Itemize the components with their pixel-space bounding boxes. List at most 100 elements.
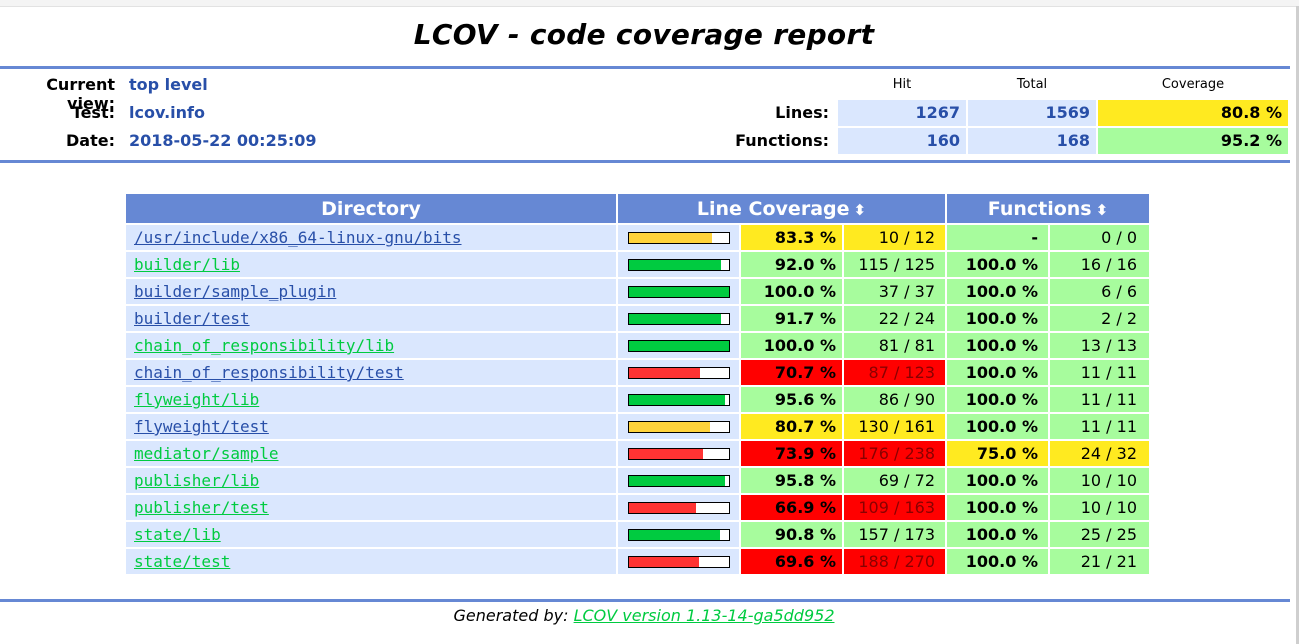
directory-link[interactable]: chain_of_responsibility/lib [134, 336, 395, 355]
current-view-value: top level [129, 75, 208, 94]
coverage-bar [628, 231, 730, 244]
coverage-bar-fill [629, 286, 729, 297]
browser-top-strip [0, 0, 1299, 7]
functions-header[interactable]: Functions ⬍ [947, 194, 1149, 223]
coverage-bar-fill [629, 502, 696, 513]
directory-cell: chain_of_responsibility/lib [126, 333, 616, 358]
coverage-bar-fill [629, 367, 700, 378]
table-row: state/lib 90.8 % 157 / 173 100.0 % 25 / 25 [126, 522, 1149, 547]
coverage-bar-fill [629, 475, 725, 486]
page-title: LCOV - code coverage report [413, 18, 875, 51]
line-coverage-percent: 95.6 % [741, 387, 842, 412]
directory-link[interactable]: /usr/include/x86_64-linux-gnu/bits [134, 228, 462, 247]
coverage-bar-cell [618, 333, 739, 358]
line-coverage-percent: 91.7 % [741, 306, 842, 331]
directory-link[interactable]: flyweight/test [134, 417, 269, 436]
table-row: mediator/sample 73.9 % 176 / 238 75.0 % 24 /… [126, 441, 1149, 466]
function-coverage-count: 25 / 25 [1050, 522, 1149, 547]
function-coverage-count: 11 / 11 [1050, 414, 1149, 439]
coverage-bar [628, 447, 730, 460]
directory-link[interactable]: state/test [134, 552, 231, 571]
function-coverage-count: 6 / 6 [1050, 279, 1149, 304]
functions-header-label: Functions [987, 197, 1092, 220]
function-coverage-percent: 75.0 % [947, 441, 1048, 466]
line-coverage-header[interactable]: Line Coverage ⬍ [618, 194, 945, 223]
summary-rule [0, 160, 1290, 163]
current-view-label: Current view: [46, 75, 115, 113]
directory-cell: /usr/include/x86_64-linux-gnu/bits [126, 225, 616, 250]
sort-icon[interactable]: ⬍ [853, 200, 867, 219]
coverage-table: Directory Line Coverage ⬍ Functions ⬍ /usr… [124, 192, 1151, 576]
coverage-bar-fill [629, 259, 721, 270]
coverage-bar [628, 312, 730, 325]
function-coverage-percent: 100.0 % [947, 279, 1048, 304]
directory-link[interactable]: state/lib [134, 525, 221, 544]
line-coverage-count: 87 / 123 [844, 360, 945, 385]
lcov-version-link[interactable]: LCOV version 1.13-14-ga5dd952 [573, 606, 835, 625]
summary-lines-total: 1569 [968, 100, 1096, 126]
directory-link[interactable]: mediator/sample [134, 444, 279, 463]
function-coverage-percent: 100.0 % [947, 414, 1048, 439]
directory-link[interactable]: builder/sample_plugin [134, 282, 337, 301]
directory-cell: publisher/lib [126, 468, 616, 493]
directory-header-label: Directory [321, 197, 421, 220]
directory-link[interactable]: publisher/test [134, 498, 269, 517]
coverage-bar-cell [618, 468, 739, 493]
directory-link[interactable]: chain_of_responsibility/test [134, 363, 404, 382]
directory-cell: builder/sample_plugin [126, 279, 616, 304]
coverage-bar-cell [618, 549, 739, 574]
line-coverage-count: 157 / 173 [844, 522, 945, 547]
coverage-bar-cell [618, 252, 739, 277]
line-coverage-percent: 66.9 % [741, 495, 842, 520]
summary-hit-header: Hit [892, 77, 912, 92]
directory-link[interactable]: builder/lib [134, 255, 240, 274]
coverage-bar-cell [618, 225, 739, 250]
line-coverage-count: 10 / 12 [844, 225, 945, 250]
directory-link[interactable]: publisher/lib [134, 471, 260, 490]
line-coverage-percent: 70.7 % [741, 360, 842, 385]
line-coverage-percent: 80.7 % [741, 414, 842, 439]
directory-link[interactable]: builder/test [134, 309, 250, 328]
function-coverage-count: 21 / 21 [1050, 549, 1149, 574]
function-coverage-percent: 100.0 % [947, 306, 1048, 331]
table-row: state/test 69.6 % 188 / 270 100.0 % 21 / 21 [126, 549, 1149, 574]
line-coverage-count: 81 / 81 [844, 333, 945, 358]
table-row: builder/lib 92.0 % 115 / 125 100.0 % 16 / 16 [126, 252, 1149, 277]
coverage-bar-cell [618, 360, 739, 385]
directory-cell: state/test [126, 549, 616, 574]
table-row: /usr/include/x86_64-linux-gnu/bits 83.3 %… [126, 225, 1149, 250]
directory-cell: publisher/test [126, 495, 616, 520]
function-coverage-percent: 100.0 % [947, 468, 1048, 493]
window-right-edge [1296, 6, 1299, 644]
function-coverage-count: 11 / 11 [1050, 360, 1149, 385]
top-rule [0, 66, 1290, 69]
summary-functions-total: 168 [968, 128, 1096, 154]
summary-lines-coverage: 80.8 % [1098, 100, 1288, 126]
coverage-bar-fill [629, 394, 725, 405]
summary-lines-hit: 1267 [838, 100, 966, 126]
coverage-bar-fill [629, 232, 712, 243]
directory-cell: flyweight/test [126, 414, 616, 439]
line-coverage-count: 86 / 90 [844, 387, 945, 412]
table-row: builder/test 91.7 % 22 / 24 100.0 % 2 / 2 [126, 306, 1149, 331]
coverage-bar-fill [629, 313, 721, 324]
function-coverage-count: 24 / 32 [1050, 441, 1149, 466]
function-coverage-count: 2 / 2 [1050, 306, 1149, 331]
table-row: chain_of_responsibility/test 70.7 % 87 / 1… [126, 360, 1149, 385]
line-coverage-percent: 100.0 % [741, 279, 842, 304]
coverage-bar [628, 339, 730, 352]
directory-cell: state/lib [126, 522, 616, 547]
function-coverage-count: 10 / 10 [1050, 468, 1149, 493]
sort-icon[interactable]: ⬍ [1095, 200, 1109, 219]
directory-cell: builder/test [126, 306, 616, 331]
coverage-bar-cell [618, 387, 739, 412]
summary-functions-hit: 160 [838, 128, 966, 154]
line-coverage-count: 69 / 72 [844, 468, 945, 493]
table-row: flyweight/test 80.7 % 130 / 161 100.0 % 11 /… [126, 414, 1149, 439]
footer: Generated by: LCOV version 1.13-14-ga5dd… [0, 606, 1288, 625]
function-coverage-percent: 100.0 % [947, 495, 1048, 520]
line-coverage-percent: 90.8 % [741, 522, 842, 547]
line-coverage-count: 109 / 163 [844, 495, 945, 520]
function-coverage-count: 0 / 0 [1050, 225, 1149, 250]
directory-link[interactable]: flyweight/lib [134, 390, 260, 409]
